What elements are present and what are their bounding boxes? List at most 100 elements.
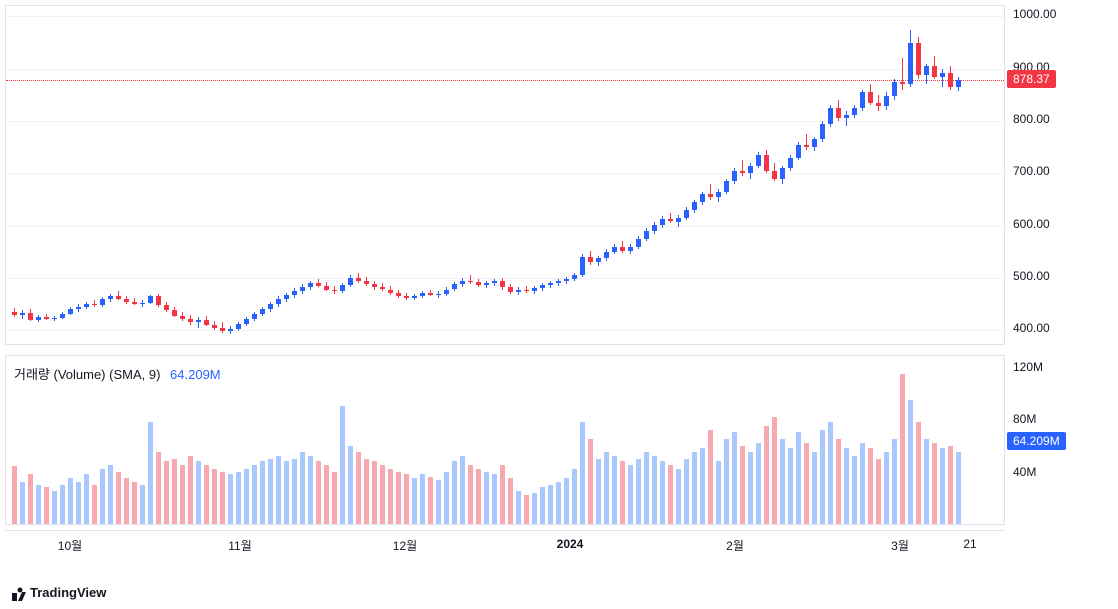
volume-bar[interactable] xyxy=(884,452,889,524)
volume-bar[interactable] xyxy=(180,465,185,524)
volume-bar[interactable] xyxy=(468,465,473,524)
volume-bar[interactable] xyxy=(292,459,297,524)
volume-bar[interactable] xyxy=(740,446,745,524)
volume-bar[interactable] xyxy=(364,459,369,524)
volume-bar[interactable] xyxy=(428,477,433,524)
volume-bar[interactable] xyxy=(724,439,729,524)
volume-bar[interactable] xyxy=(580,422,585,524)
volume-bar[interactable] xyxy=(420,474,425,524)
volume-bar[interactable] xyxy=(172,459,177,524)
volume-bar[interactable] xyxy=(212,469,217,524)
volume-bar[interactable] xyxy=(676,469,681,524)
volume-bar[interactable] xyxy=(436,480,441,524)
x-axis[interactable]: 10월11월12월20242월3월21 xyxy=(5,530,1005,560)
volume-bar[interactable] xyxy=(716,461,721,524)
volume-bar[interactable] xyxy=(876,459,881,524)
volume-bar[interactable] xyxy=(260,461,265,524)
volume-bar[interactable] xyxy=(636,459,641,524)
volume-bar[interactable] xyxy=(868,448,873,524)
volume-bar[interactable] xyxy=(52,491,57,524)
volume-bar[interactable] xyxy=(916,422,921,524)
volume-bar[interactable] xyxy=(348,446,353,524)
volume-bar[interactable] xyxy=(764,426,769,524)
volume-bar[interactable] xyxy=(116,472,121,524)
volume-bar[interactable] xyxy=(908,400,913,524)
y-axis-price[interactable]: 400.00500.00600.00700.00800.00900.001000… xyxy=(1005,5,1113,345)
volume-bar[interactable] xyxy=(708,430,713,524)
volume-bar[interactable] xyxy=(28,474,33,524)
volume-bar[interactable] xyxy=(68,478,73,524)
volume-bar[interactable] xyxy=(516,491,521,524)
volume-bar[interactable] xyxy=(44,487,49,524)
volume-bar[interactable] xyxy=(92,485,97,524)
volume-bar[interactable] xyxy=(124,478,129,524)
volume-bar[interactable] xyxy=(132,482,137,524)
volume-bar[interactable] xyxy=(828,422,833,524)
volume-bar[interactable] xyxy=(308,456,313,524)
volume-bar[interactable] xyxy=(108,465,113,524)
volume-bar[interactable] xyxy=(228,474,233,524)
volume-bar[interactable] xyxy=(612,456,617,524)
volume-bar[interactable] xyxy=(820,430,825,524)
volume-bar[interactable] xyxy=(692,452,697,524)
volume-bar[interactable] xyxy=(476,469,481,524)
volume-bar[interactable] xyxy=(268,459,273,524)
volume-bar[interactable] xyxy=(20,482,25,524)
volume-bar[interactable] xyxy=(380,465,385,524)
volume-bar[interactable] xyxy=(684,459,689,524)
volume-bar[interactable] xyxy=(404,474,409,524)
volume-bar[interactable] xyxy=(956,452,961,524)
volume-bar[interactable] xyxy=(156,452,161,524)
volume-bar[interactable] xyxy=(652,456,657,524)
volume-bar[interactable] xyxy=(772,417,777,524)
volume-bar[interactable] xyxy=(204,465,209,524)
volume-bar[interactable] xyxy=(604,452,609,524)
volume-bar[interactable] xyxy=(668,465,673,524)
volume-bar[interactable] xyxy=(452,461,457,524)
volume-bar[interactable] xyxy=(548,485,553,524)
volume-bar[interactable] xyxy=(484,472,489,524)
volume-bar[interactable] xyxy=(396,472,401,524)
volume-bar[interactable] xyxy=(796,432,801,524)
volume-bar[interactable] xyxy=(164,461,169,524)
volume-bar[interactable] xyxy=(780,439,785,524)
volume-bar[interactable] xyxy=(564,478,569,524)
volume-bar[interactable] xyxy=(236,472,241,524)
volume-bar[interactable] xyxy=(188,456,193,524)
volume-bar[interactable] xyxy=(372,461,377,524)
volume-bar[interactable] xyxy=(844,448,849,524)
volume-bar[interactable] xyxy=(532,493,537,524)
volume-bar[interactable] xyxy=(748,452,753,524)
volume-bar[interactable] xyxy=(324,465,329,524)
volume-bar[interactable] xyxy=(508,478,513,524)
volume-bar[interactable] xyxy=(812,452,817,524)
volume-bar[interactable] xyxy=(140,485,145,524)
volume-bar[interactable] xyxy=(460,456,465,524)
volume-bar[interactable] xyxy=(300,452,305,524)
volume-bar[interactable] xyxy=(244,469,249,524)
volume-bar[interactable] xyxy=(12,466,17,524)
volume-bar[interactable] xyxy=(276,456,281,524)
volume-bar[interactable] xyxy=(388,469,393,524)
volume-bar[interactable] xyxy=(252,465,257,524)
volume-bar[interactable] xyxy=(340,406,345,524)
volume-bar[interactable] xyxy=(220,472,225,524)
volume-bar[interactable] xyxy=(500,465,505,524)
volume-bar[interactable] xyxy=(852,456,857,524)
volume-bar[interactable] xyxy=(540,487,545,524)
volume-bar[interactable] xyxy=(804,443,809,524)
y-axis-volume[interactable]: 40M80M120M64.209M xyxy=(1005,355,1113,525)
volume-bar[interactable] xyxy=(444,472,449,524)
volume-bar[interactable] xyxy=(892,439,897,524)
volume-bar[interactable] xyxy=(620,461,625,524)
volume-bar[interactable] xyxy=(900,374,905,524)
volume-bar[interactable] xyxy=(84,474,89,524)
volume-pane[interactable]: 거래량 (Volume) (SMA, 9) 64.209M xyxy=(5,355,1005,525)
price-pane[interactable] xyxy=(5,5,1005,345)
volume-bar[interactable] xyxy=(660,461,665,524)
volume-bar[interactable] xyxy=(100,469,105,524)
volume-bar[interactable] xyxy=(628,465,633,524)
volume-bar[interactable] xyxy=(572,469,577,524)
volume-bar[interactable] xyxy=(524,495,529,524)
volume-bar[interactable] xyxy=(284,461,289,524)
